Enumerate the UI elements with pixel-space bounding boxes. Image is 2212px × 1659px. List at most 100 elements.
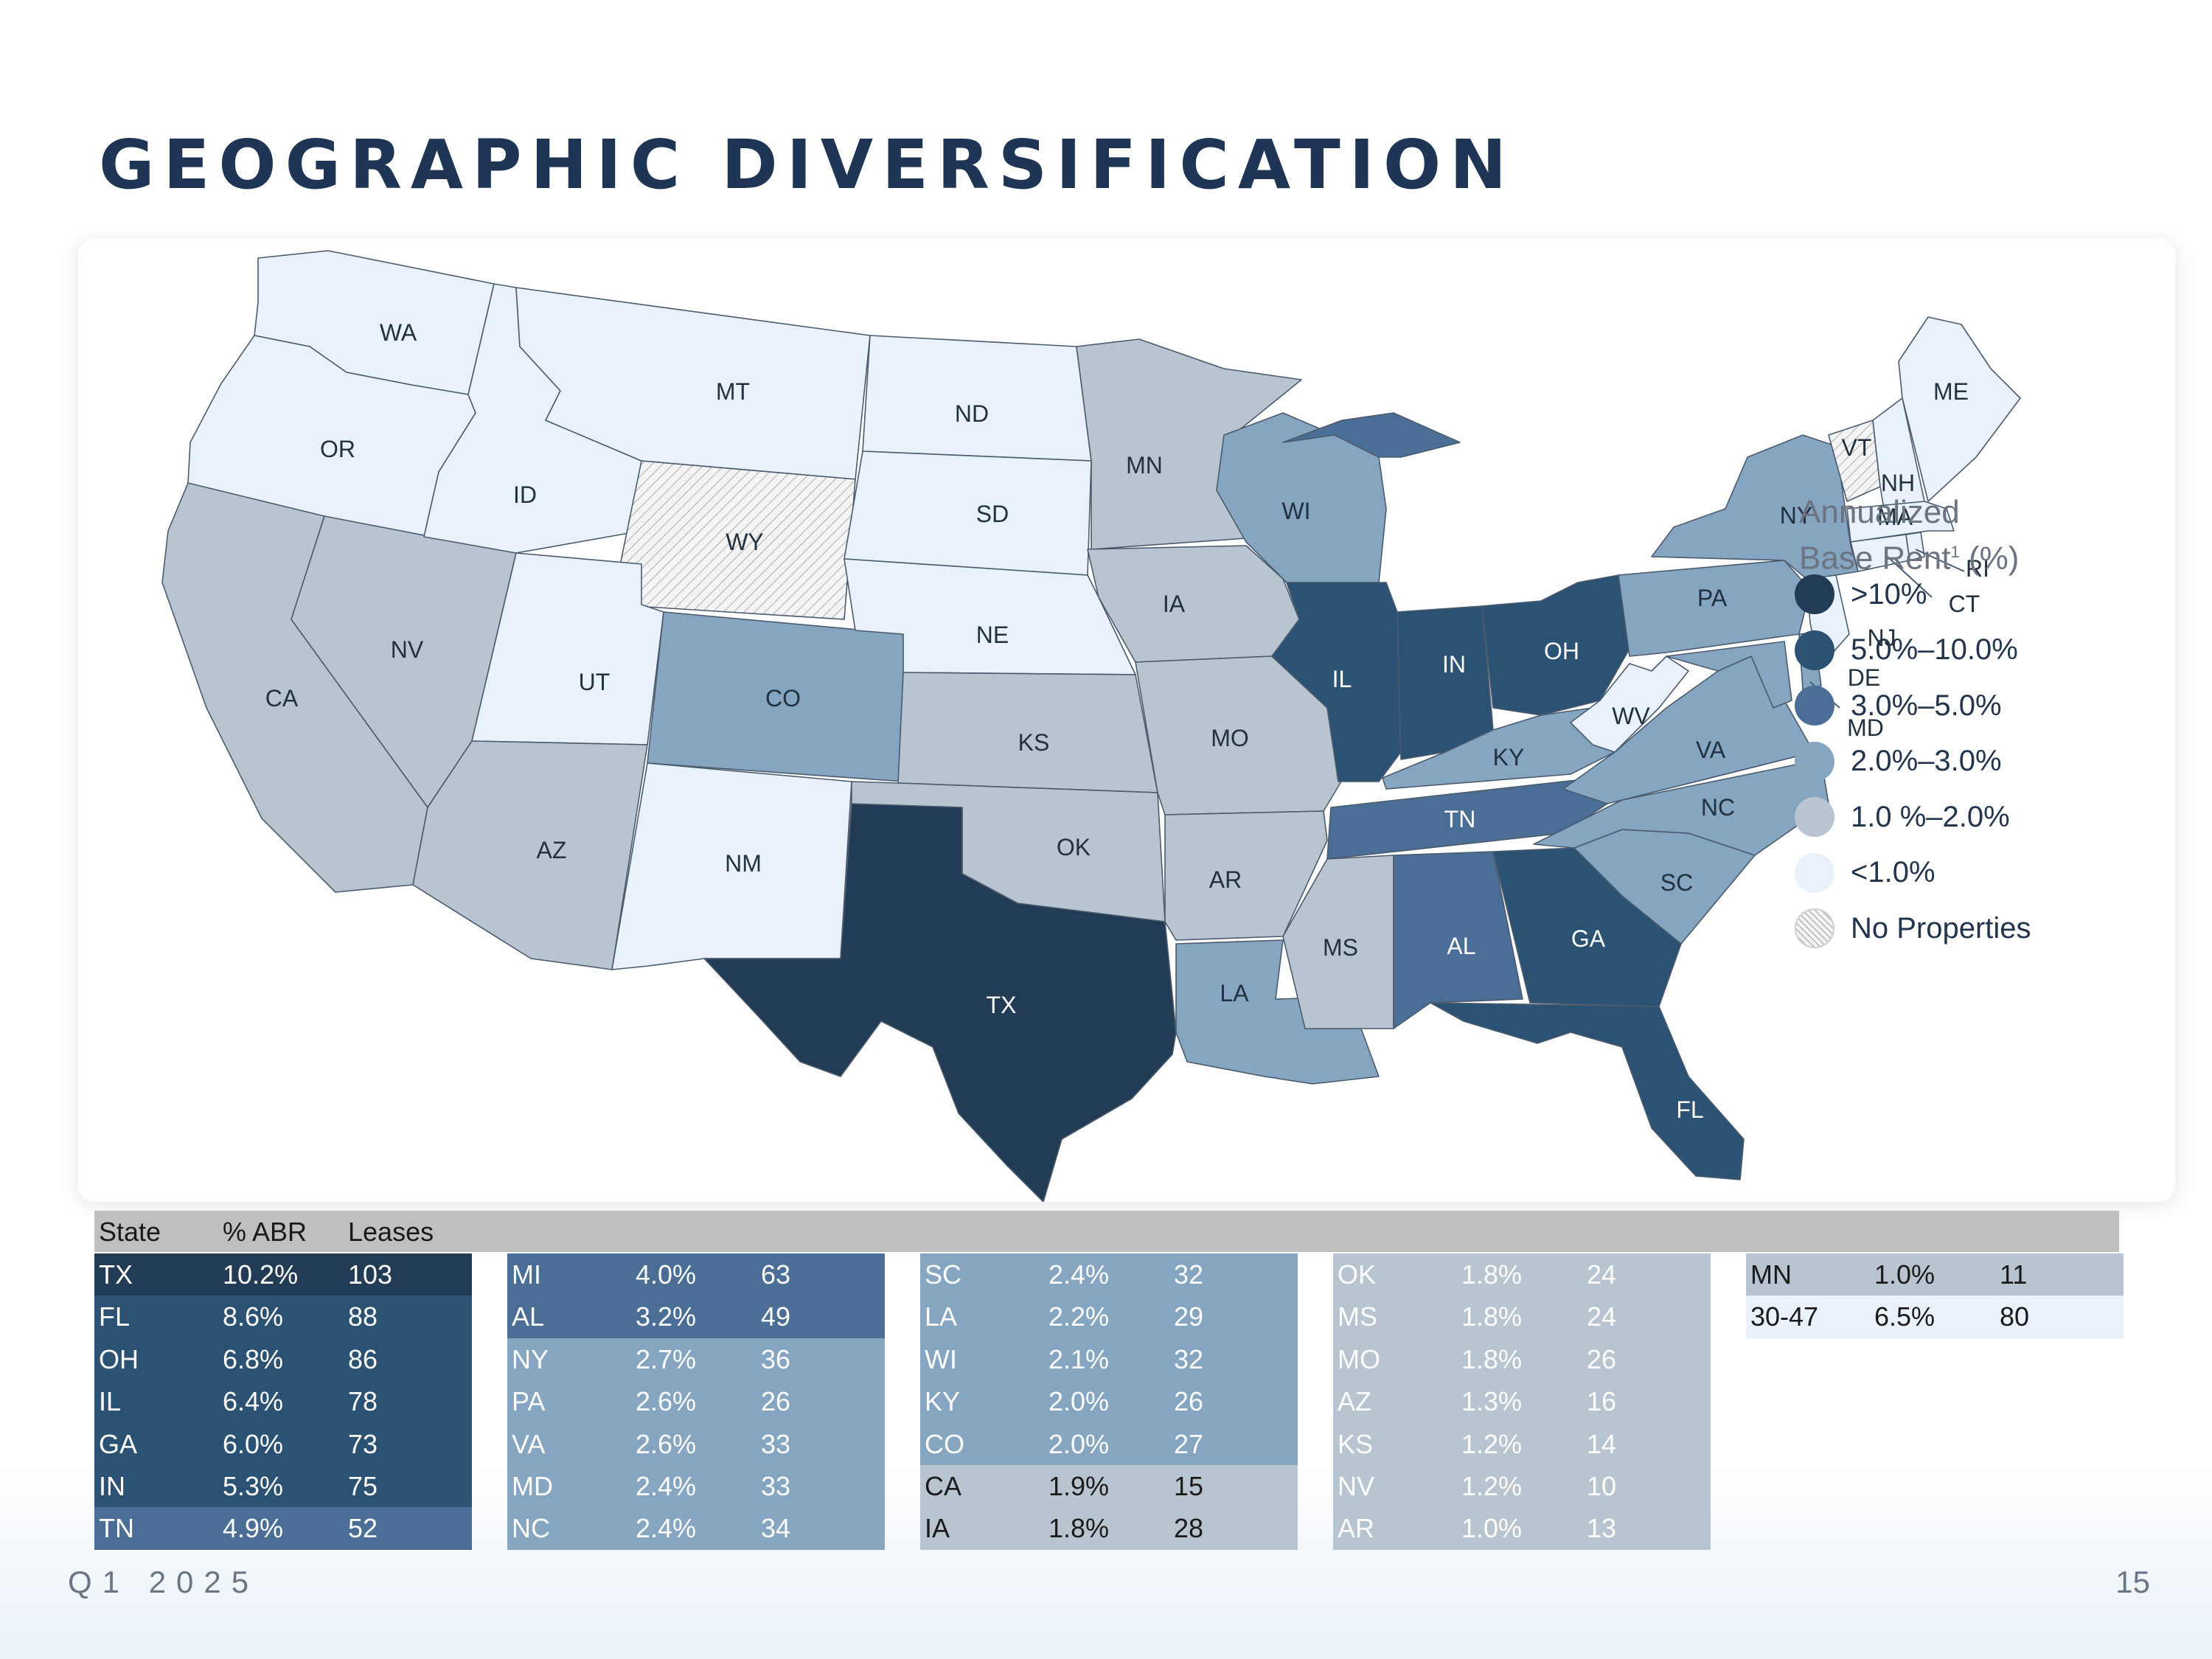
cell-leases: 13 [1587,1513,1617,1544]
cell-abr: 4.9% [223,1513,284,1544]
cell-state: IA [925,1513,950,1544]
table-row: CO 2.0% 27 [920,1422,1298,1465]
label-NJ: NJ [1867,625,1896,651]
us-state-map: WA OR CA NV ID MT WY UT CO AZ NM ND SD N… [161,250,2021,1202]
label-NH: NH [1881,470,1915,496]
label-MI: MI [1472,538,1498,564]
cell-abr: 1.0% [1874,1259,1935,1290]
cell-state: KS [1338,1428,1374,1459]
legend-item: >10% [1795,574,1927,615]
cell-abr: 1.8% [1461,1343,1523,1374]
state-WI[interactable] [1216,412,1387,583]
label-KY: KY [1493,744,1525,771]
state-RI[interactable] [1905,532,1925,561]
cell-abr: 1.8% [1461,1259,1523,1290]
cell-abr: 1.3% [1461,1386,1523,1417]
cell-leases: 78 [348,1386,378,1417]
table-row: IN 5.3% 75 [94,1464,472,1508]
leader-line-CT [1887,556,1933,598]
legend-swatch [1795,630,1834,670]
cell-state: MO [1338,1343,1380,1374]
label-VT: VT [1842,434,1872,461]
cell-abr: 2.0% [1048,1386,1110,1417]
label-WA: WA [380,319,417,346]
state-MD[interactable] [1666,641,1792,709]
cell-leases: 63 [761,1259,791,1290]
label-NE: NE [976,622,1009,648]
cell-abr: 8.6% [223,1301,284,1332]
table-row: VA 2.6% 33 [507,1422,885,1465]
cell-state: TN [99,1513,134,1544]
state-WV[interactable] [1570,655,1689,753]
cell-state: CA [925,1470,962,1501]
label-UT: UT [579,669,611,695]
label-MA: MA [1877,504,1913,530]
table-header: State % ABR Leases [94,1211,2119,1252]
label-VA: VA [1696,737,1726,763]
legend-label: 5.0%–10.0% [1851,633,2018,666]
state-NY[interactable] [1651,434,1859,580]
cell-leases: 80 [2000,1301,2030,1332]
cell-abr: 3.2% [636,1301,697,1332]
header-abr: % ABR [223,1217,307,1247]
table-row: AZ 1.3% 16 [1333,1380,1711,1423]
cell-leases: 26 [761,1386,791,1417]
cell-abr: 1.8% [1048,1513,1110,1544]
state-ME[interactable] [1898,316,2021,502]
label-ID: ID [513,481,537,508]
state-IL[interactable] [1271,582,1402,782]
cell-abr: 5.3% [223,1470,284,1501]
table-row: NV 1.2% 10 [1333,1464,1711,1508]
cell-state: NY [512,1343,549,1374]
label-LA: LA [1220,980,1249,1006]
legend-title-line2: Base Rent [1799,540,1951,577]
cell-state: IL [99,1386,122,1417]
state-AL[interactable] [1393,851,1523,1029]
state-MS[interactable] [1282,855,1394,1029]
state-WY[interactable] [611,460,856,620]
table-group: OK 1.8% 24 MS 1.8% 24 MO 1.8% 26 AZ 1.3% 16 KS 1.2% 14… [1333,1253,1711,1550]
cell-leases: 24 [1587,1259,1617,1290]
label-KS: KS [1018,729,1050,756]
label-IA: IA [1163,591,1186,617]
state-NC[interactable] [1533,759,1829,856]
cell-leases: 73 [348,1428,378,1459]
label-OR: OR [320,436,355,462]
cell-leases: 29 [1174,1301,1204,1332]
legend-swatch [1795,797,1834,837]
state-ND[interactable] [862,335,1092,462]
table-row: MN 1.0% 11 [1746,1253,2124,1296]
state-AZ[interactable] [412,740,648,970]
legend-item: No Properties [1795,908,2031,949]
cell-leases: 52 [348,1513,378,1544]
cell-leases: 88 [348,1301,378,1332]
legend-swatch [1795,852,1834,893]
state-MI[interactable] [1282,412,1461,458]
footnote-marker: 1 [1950,543,1960,561]
legend-swatch [1795,574,1834,614]
table-row: IA 1.8% 28 [920,1507,1298,1550]
cell-leases: 32 [1174,1343,1204,1374]
legend-title-line1: Annualized [1799,494,1960,530]
cell-state: MN [1750,1259,1792,1290]
cell-state: MS [1338,1301,1377,1332]
cell-state: TX [99,1259,133,1290]
header-leases: Leases [348,1217,434,1247]
table-row: IL 6.4% 78 [94,1380,472,1423]
state-MT[interactable] [515,287,871,480]
cell-state: NV [1338,1470,1375,1501]
table-row: LA 2.2% 29 [920,1295,1298,1338]
label-CO: CO [765,685,801,712]
cell-leases: 28 [1174,1513,1204,1544]
state-LA[interactable] [1175,939,1380,1085]
label-OK: OK [1057,834,1091,860]
state-FL[interactable] [1430,1002,1745,1180]
table-row: KS 1.2% 14 [1333,1422,1711,1465]
table-row: 30-47 6.5% 80 [1746,1295,2124,1338]
legend-item: 5.0%–10.0% [1795,630,2018,671]
state-TX[interactable] [703,803,1177,1202]
cell-abr: 6.4% [223,1386,284,1417]
state-SD[interactable] [844,451,1092,576]
cell-abr: 6.5% [1874,1301,1935,1332]
label-MN: MN [1126,452,1163,479]
